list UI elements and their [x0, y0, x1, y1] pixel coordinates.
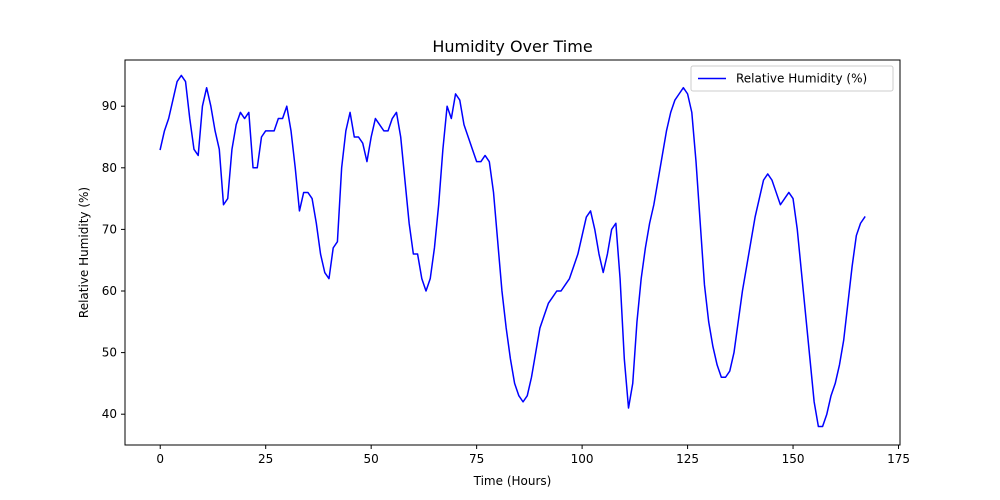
- legend-entry-label: Relative Humidity (%): [736, 72, 867, 86]
- x-tick-label: 100: [571, 452, 594, 466]
- y-tick-label: 70: [102, 222, 117, 236]
- x-axis: 0 25 50 75 100 125 150 175: [156, 445, 910, 466]
- x-tick-label: 125: [676, 452, 699, 466]
- series-line-0: [159, 74, 866, 428]
- x-tick-label: 75: [469, 452, 484, 466]
- y-tick-label: 60: [102, 284, 117, 298]
- x-tick-label: 50: [364, 452, 379, 466]
- legend: Relative Humidity (%): [690, 65, 894, 92]
- plot-area: [124, 59, 901, 446]
- x-tick-label: 25: [258, 452, 273, 466]
- y-tick-label: 40: [102, 407, 117, 421]
- x-tick-label: 0: [156, 452, 164, 466]
- x-tick-label: 150: [782, 452, 805, 466]
- y-axis: 40 50 60 70 80 90: [102, 99, 125, 421]
- y-tick-label: 90: [102, 99, 117, 113]
- legend-box: [690, 65, 894, 92]
- y-tick-label: 50: [102, 346, 117, 360]
- x-axis-title: Time (Hours): [473, 474, 552, 488]
- plot-frame: [124, 59, 901, 446]
- chart-title: Humidity Over Time: [432, 37, 592, 56]
- y-tick-label: 80: [102, 161, 117, 175]
- y-axis-title: Relative Humidity (%): [77, 187, 91, 318]
- x-tick-label: 175: [887, 452, 910, 466]
